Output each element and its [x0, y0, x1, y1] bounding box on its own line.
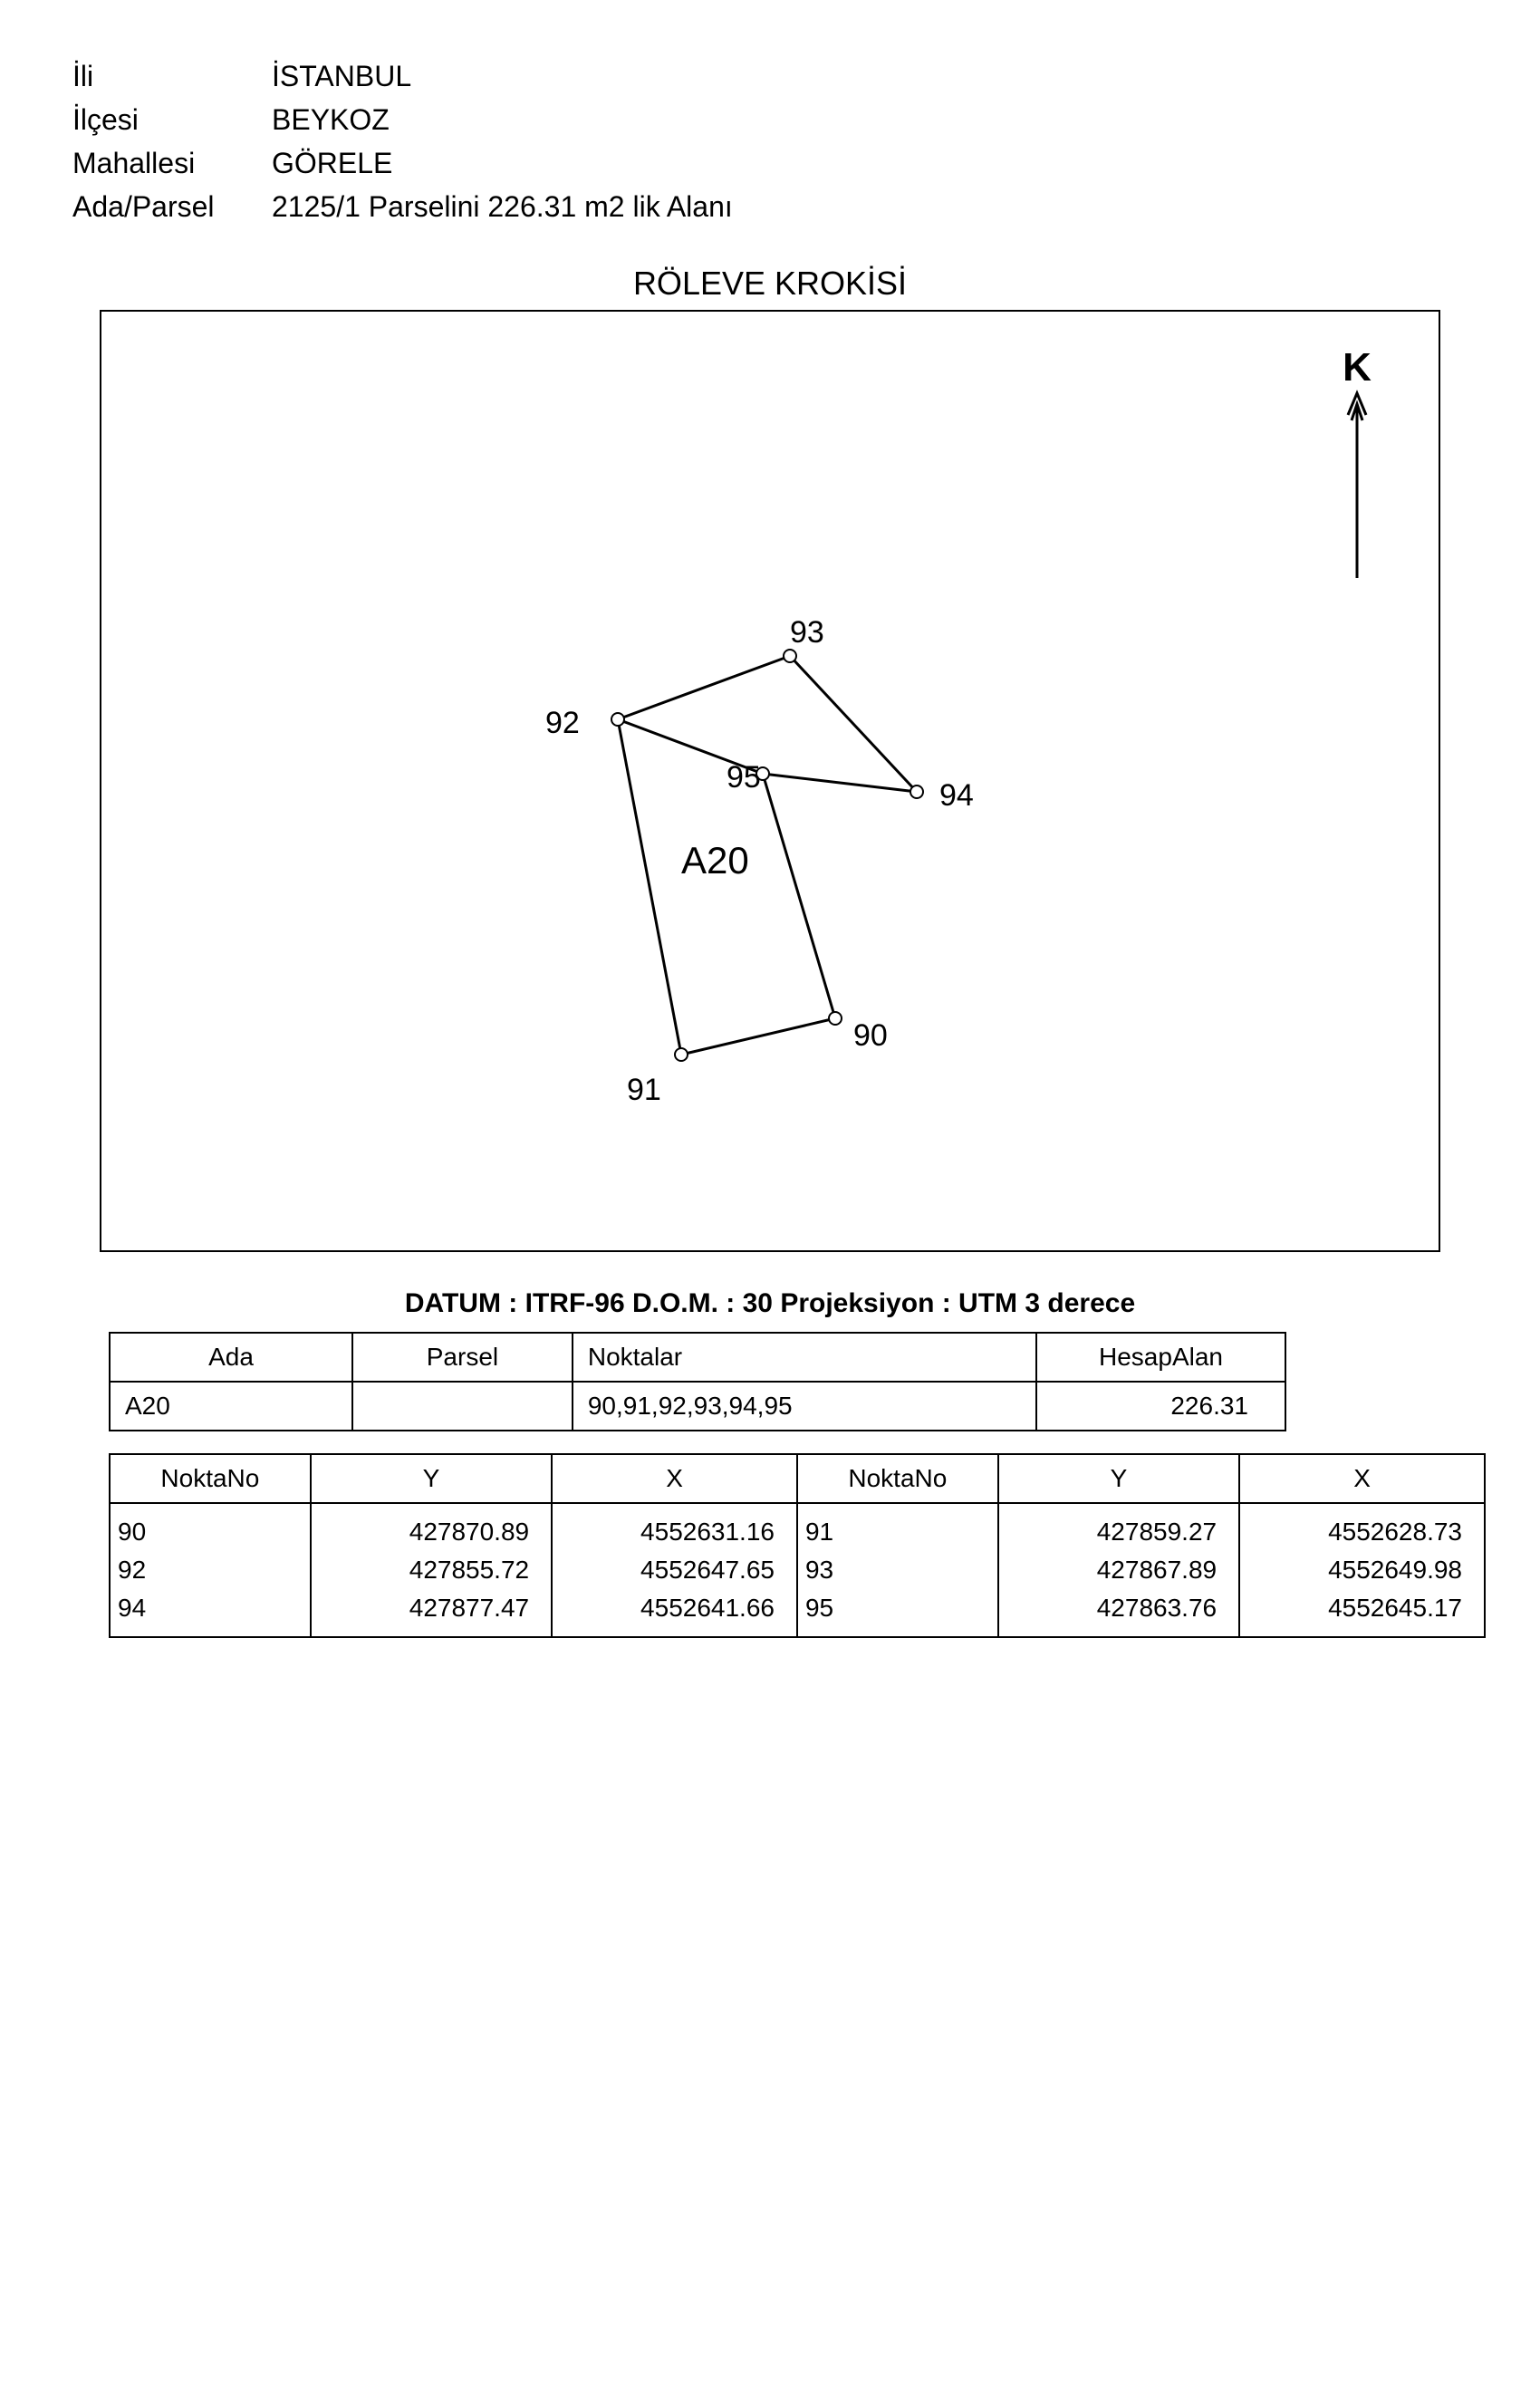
summary-header-hesap: HesapAlan: [1036, 1333, 1285, 1382]
summary-header-ada: Ada: [110, 1333, 352, 1382]
header-row: İliİSTANBUL: [72, 54, 1468, 98]
header-row: Ada/Parsel2125/1 Parselini 226.31 m2 lik…: [72, 185, 1468, 228]
header-row: İlçesiBEYKOZ: [72, 98, 1468, 141]
header-label: Ada/Parsel: [72, 185, 272, 228]
parcel-sketch: 90 91 92 93 94 95 A20: [101, 312, 1439, 1250]
svg-text:93: 93: [790, 615, 824, 650]
coord-header-x-1: X: [552, 1454, 797, 1503]
summary-hesap: 226.31: [1036, 1382, 1285, 1431]
header-row: MahallesiGÖRELE: [72, 141, 1468, 185]
coord-header-x-2: X: [1239, 1454, 1485, 1503]
header-value: GÖRELE: [272, 141, 392, 185]
coord-right-x: 4552628.734552649.984552645.17: [1239, 1503, 1485, 1637]
sketch-container: K 909192939495A20: [100, 310, 1440, 1252]
coord-left-x: 4552631.164552647.654552641.66: [552, 1503, 797, 1637]
header-label: Mahallesi: [72, 141, 272, 185]
summary-parsel: [352, 1382, 573, 1431]
summary-header-parsel: Parsel: [352, 1333, 573, 1382]
svg-text:92: 92: [545, 706, 580, 740]
svg-text:94: 94: [939, 778, 974, 813]
header-value: İSTANBUL: [272, 54, 411, 98]
header-label: İli: [72, 54, 272, 98]
coord-left-y: 427870.89427855.72427877.47: [311, 1503, 552, 1637]
header-info: İliİSTANBULİlçesiBEYKOZMahallesiGÖRELEAd…: [72, 54, 1468, 228]
summary-ada: A20: [110, 1382, 352, 1431]
coord-left-nokta: 909294: [110, 1503, 311, 1637]
coord-header-y-1: Y: [311, 1454, 552, 1503]
summary-table: Ada Parsel Noktalar HesapAlan A20 90,91,…: [109, 1332, 1286, 1431]
svg-text:90: 90: [853, 1018, 888, 1053]
svg-text:A20: A20: [681, 839, 749, 882]
svg-text:95: 95: [727, 760, 761, 795]
summary-header-noktalar: Noktalar: [573, 1333, 1036, 1382]
coord-header-nokta-2: NoktaNo: [797, 1454, 998, 1503]
header-value: 2125/1 Parselini 226.31 m2 lik Alanı: [272, 185, 733, 228]
sketch-title: RÖLEVE KROKİSİ: [72, 265, 1468, 303]
coord-header-nokta-1: NoktaNo: [110, 1454, 311, 1503]
datum-text: DATUM : ITRF-96 D.O.M. : 30 Projeksiyon …: [72, 1288, 1468, 1319]
summary-noktalar: 90,91,92,93,94,95: [573, 1382, 1036, 1431]
coord-header-y-2: Y: [998, 1454, 1239, 1503]
header-value: BEYKOZ: [272, 98, 390, 141]
coord-right-nokta: 919395: [797, 1503, 998, 1637]
svg-text:91: 91: [627, 1073, 661, 1107]
header-label: İlçesi: [72, 98, 272, 141]
coord-table: NoktaNo Y X NoktaNo Y X 909294 427870.89…: [109, 1453, 1486, 1638]
coord-right-y: 427859.27427867.89427863.76: [998, 1503, 1239, 1637]
